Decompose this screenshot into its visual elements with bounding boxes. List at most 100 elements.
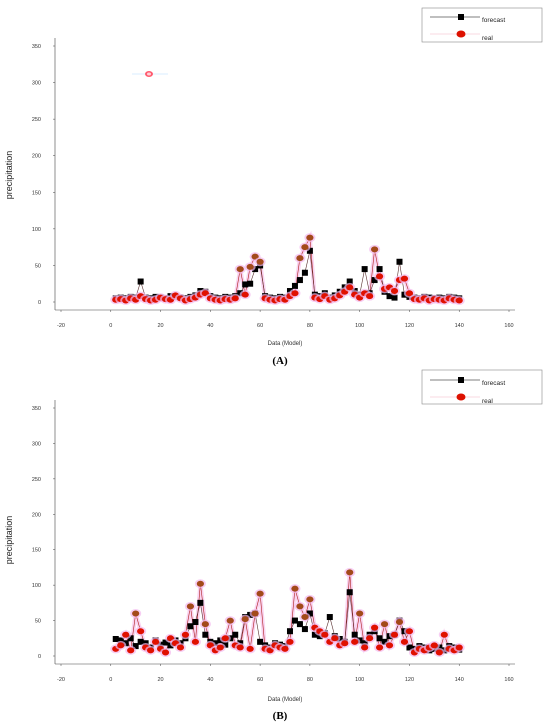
y-tick-label: 100 [32,227,41,233]
y-axis-label: precipitation [4,516,14,565]
y-tick-label: 350 [32,406,41,412]
real-point [366,293,374,300]
forecast-point [346,589,353,596]
real-point [371,624,379,631]
x-tick-label: 80 [307,677,313,683]
forecast-point [222,641,229,648]
real-point [405,290,414,297]
real-point [186,603,195,610]
plot-area-frame [55,400,515,664]
real-point [291,585,299,592]
real-point [440,631,448,638]
real-point [137,628,145,635]
real-point [301,244,309,251]
forecast-point [217,637,224,644]
y-tick-label: 300 [32,81,41,87]
forecast-point [296,277,303,284]
x-tick-label: 20 [157,677,163,683]
x-tick-label: 120 [405,677,414,683]
legend-real-label: real [482,35,493,42]
real-point [341,640,349,647]
real-point [256,258,264,265]
real-point [216,644,224,651]
y-tick-label: 0 [38,654,41,660]
forecast-point [371,277,378,284]
real-point [251,610,259,617]
real-point [366,635,374,642]
x-tick-label: 80 [307,323,313,329]
y-tick-label: 50 [35,263,41,269]
real-point [191,638,199,645]
real-point [176,644,185,651]
y-tick-label: 250 [32,477,41,483]
panel-a-data: 0 50 100 150 200 250 300 350 -20 0 20 40 60 80 100 120 1… [32,44,514,329]
real-point [455,297,463,304]
y-tick-label: 300 [32,441,41,447]
y-tick-label: 100 [32,583,41,589]
real-point [256,590,264,597]
forecast-point [117,637,124,644]
legend-forecast-label: forecast [482,380,505,387]
forecast-point [346,278,353,285]
forecast-point [296,621,303,628]
legend-real-label: real [482,398,493,405]
real-point [246,645,254,652]
x-tick-label: 160 [504,323,513,329]
x-tick-label: 100 [355,677,364,683]
y-tick-label: 250 [32,117,41,123]
x-tick-label: 140 [455,677,464,683]
real-point [400,275,409,282]
x-tick-label: -20 [57,323,65,329]
forecast-point [386,293,393,300]
y-tick-label: 0 [38,300,41,306]
real-point [296,255,304,262]
forecast-point [286,628,293,635]
real-point [331,635,339,642]
forecast-point [257,638,264,645]
x-tick-label: 0 [109,323,112,329]
real-point [321,631,329,638]
real-point [241,616,249,623]
forecast-point [212,640,219,647]
legend-box [421,369,543,405]
legend: forecast real [421,7,543,43]
forecast-point [291,282,298,289]
real-point [117,642,125,649]
forecast-point [406,644,413,651]
real-point [346,569,354,576]
real-point [201,621,209,628]
real-point [356,610,364,617]
forecast-point [202,631,209,638]
stray-marker [132,71,168,77]
x-tick-label: 40 [207,677,213,683]
forecast-point [122,640,129,647]
real-point [430,642,438,649]
real-point [306,596,314,603]
real-point [390,631,399,638]
x-tick-label: 20 [157,323,163,329]
y-tick-label: 200 [32,512,41,518]
real-point [161,649,170,656]
panel-a: precipitation Data (Model) (A) forecast … [4,7,543,367]
real-point [435,649,443,656]
real-point [236,266,244,273]
panel-b: precipitation Data (Model) (B) forecast … [4,369,543,722]
y-tick-label: 150 [32,548,41,554]
forecast-point [232,631,239,638]
forecast-point [192,618,199,625]
panel-label: (B) [273,710,288,722]
real-point [236,644,244,651]
y-axis-label: precipitation [4,151,14,200]
real-point [361,644,369,651]
real-point [132,610,140,617]
forecast-point [391,294,398,301]
forecast-point [361,266,368,273]
x-tick-label: 40 [207,323,213,329]
y-tick-label: 150 [32,190,41,196]
x-tick-label: 140 [455,323,464,329]
legend-forecast-marker [458,14,464,20]
forecast-point [137,638,144,645]
real-point [455,644,463,651]
real-point [231,295,239,302]
